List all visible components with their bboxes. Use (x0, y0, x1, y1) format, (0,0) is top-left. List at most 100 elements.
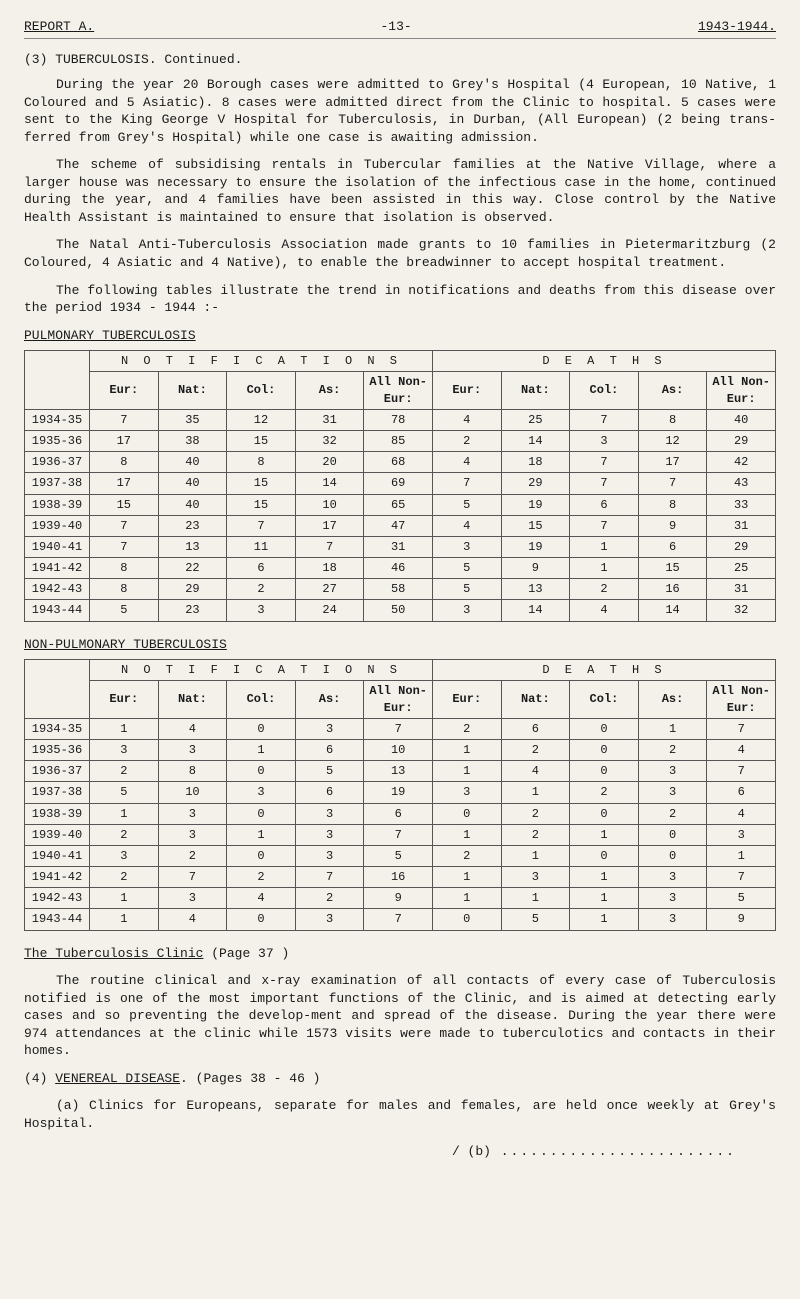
cell-year: 1935-36 (25, 430, 90, 451)
cell-value: 1 (432, 739, 501, 760)
cell-year: 1935-36 (25, 739, 90, 760)
cell-value: 0 (570, 803, 639, 824)
cell-value: 0 (570, 761, 639, 782)
pulmonary-title: PULMONARY TUBERCULOSIS (24, 327, 776, 345)
col-deaths: D E A T H S (432, 351, 775, 372)
section-3-para-2: The scheme of subsidising rentals in Tub… (24, 156, 776, 226)
cell-value: 7 (158, 867, 227, 888)
cell-value: 3 (501, 867, 570, 888)
cell-value: 5 (90, 782, 159, 803)
cell-value: 9 (364, 888, 433, 909)
cell-value: 65 (364, 494, 433, 515)
cell-value: 7 (570, 515, 639, 536)
cell-value: 10 (158, 782, 227, 803)
nonpulmonary-table: N O T I F I C A T I O N S D E A T H S Eu… (24, 659, 776, 930)
cell-year: 1939-40 (25, 515, 90, 536)
cell-value: 19 (501, 494, 570, 515)
cell-value: 3 (638, 909, 707, 930)
cell-value: 3 (158, 824, 227, 845)
cell-value: 17 (638, 452, 707, 473)
cell-value: 3 (295, 824, 364, 845)
cell-value: 3 (432, 600, 501, 621)
table-row: 1938-391303602024 (25, 803, 776, 824)
cell-value: 3 (570, 430, 639, 451)
col-n-eur: Eur: (90, 372, 159, 409)
cell-value: 6 (227, 558, 296, 579)
cell-value: 23 (158, 600, 227, 621)
cell-value: 1 (570, 536, 639, 557)
cell-value: 3 (158, 739, 227, 760)
cell-value: 6 (570, 494, 639, 515)
cell-year: 1941-42 (25, 558, 90, 579)
cell-value: 13 (501, 579, 570, 600)
cell-value: 7 (364, 718, 433, 739)
cell-value: 31 (707, 579, 776, 600)
section-4-heading: (4) VENEREAL DISEASE. (Pages 38 - 46 ) (24, 1070, 776, 1088)
cell-year: 1942-43 (25, 888, 90, 909)
cell-year: 1937-38 (25, 782, 90, 803)
col-deaths-2: D E A T H S (432, 660, 775, 681)
cell-value: 47 (364, 515, 433, 536)
cell-value: 5 (90, 600, 159, 621)
cell-value: 4 (432, 409, 501, 430)
cell-value: 1 (432, 761, 501, 782)
cell-value: 0 (638, 845, 707, 866)
cell-year: 1937-38 (25, 473, 90, 494)
cell-value: 7 (227, 515, 296, 536)
table-row: 1942-431342911135 (25, 888, 776, 909)
cell-value: 4 (501, 761, 570, 782)
cell-value: 4 (707, 803, 776, 824)
cell-value: 14 (501, 600, 570, 621)
cell-value: 3 (432, 782, 501, 803)
cell-value: 13 (364, 761, 433, 782)
cell-value: 7 (638, 473, 707, 494)
cell-value: 7 (364, 909, 433, 930)
cell-value: 3 (90, 845, 159, 866)
cell-value: 69 (364, 473, 433, 494)
cell-value: 2 (158, 845, 227, 866)
cell-value: 15 (227, 494, 296, 515)
table-row: 1943-445233245031441432 (25, 600, 776, 621)
col-notifications-2: N O T I F I C A T I O N S (90, 660, 433, 681)
clinic-heading-tail: (Page 37 ) (203, 946, 289, 961)
cell-year: 1934-35 (25, 718, 90, 739)
cell-value: 8 (90, 579, 159, 600)
cell-value: 6 (295, 739, 364, 760)
table-row: 1935-36173815328521431229 (25, 430, 776, 451)
cell-value: 38 (158, 430, 227, 451)
cell-value: 0 (432, 803, 501, 824)
cell-value: 2 (432, 845, 501, 866)
cell-value: 0 (638, 824, 707, 845)
cell-value: 40 (707, 409, 776, 430)
cell-value: 0 (227, 718, 296, 739)
table-row: 1943-441403705139 (25, 909, 776, 930)
clinic-heading-underlined: The Tuberculosis Clinic (24, 946, 203, 961)
col2-n-col: Col: (227, 681, 296, 718)
cell-value: 3 (432, 536, 501, 557)
cell-value: 16 (638, 579, 707, 600)
cell-value: 10 (364, 739, 433, 760)
cell-value: 3 (638, 888, 707, 909)
cell-value: 1 (90, 909, 159, 930)
cell-value: 2 (570, 782, 639, 803)
cell-value: 4 (432, 452, 501, 473)
cell-value: 3 (158, 803, 227, 824)
continuation-marker: / (b) (24, 1143, 776, 1161)
cell-value: 2 (90, 867, 159, 888)
cell-year: 1943-44 (25, 909, 90, 930)
cell-value: 2 (227, 867, 296, 888)
cell-value: 12 (638, 430, 707, 451)
cell-year: 1941-42 (25, 867, 90, 888)
table-row: 1941-4227271613137 (25, 867, 776, 888)
nonpulmonary-title: NON-PULMONARY TUBERCULOSIS (24, 636, 776, 654)
cell-value: 24 (295, 600, 364, 621)
cell-value: 42 (707, 452, 776, 473)
cell-value: 35 (158, 409, 227, 430)
cell-value: 32 (295, 430, 364, 451)
cell-value: 6 (295, 782, 364, 803)
cell-value: 1 (570, 867, 639, 888)
cell-value: 14 (638, 600, 707, 621)
cell-value: 3 (227, 782, 296, 803)
col2-n-all: All Non-Eur: (364, 681, 433, 718)
table-row: 1939-402313712103 (25, 824, 776, 845)
